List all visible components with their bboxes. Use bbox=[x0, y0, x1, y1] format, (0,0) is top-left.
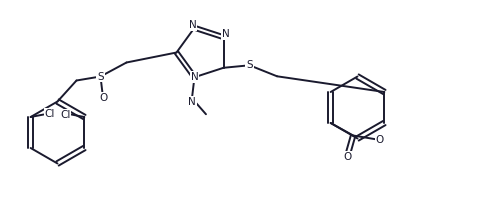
Text: S: S bbox=[97, 71, 104, 81]
Text: O: O bbox=[343, 151, 351, 161]
Text: O: O bbox=[99, 92, 107, 102]
Text: Cl: Cl bbox=[60, 109, 71, 119]
Text: S: S bbox=[246, 60, 253, 70]
Text: N: N bbox=[189, 20, 196, 30]
Text: N: N bbox=[188, 97, 196, 107]
Text: N: N bbox=[191, 72, 198, 82]
Text: N: N bbox=[222, 29, 230, 39]
Text: Cl: Cl bbox=[44, 109, 55, 118]
Text: O: O bbox=[375, 134, 384, 144]
